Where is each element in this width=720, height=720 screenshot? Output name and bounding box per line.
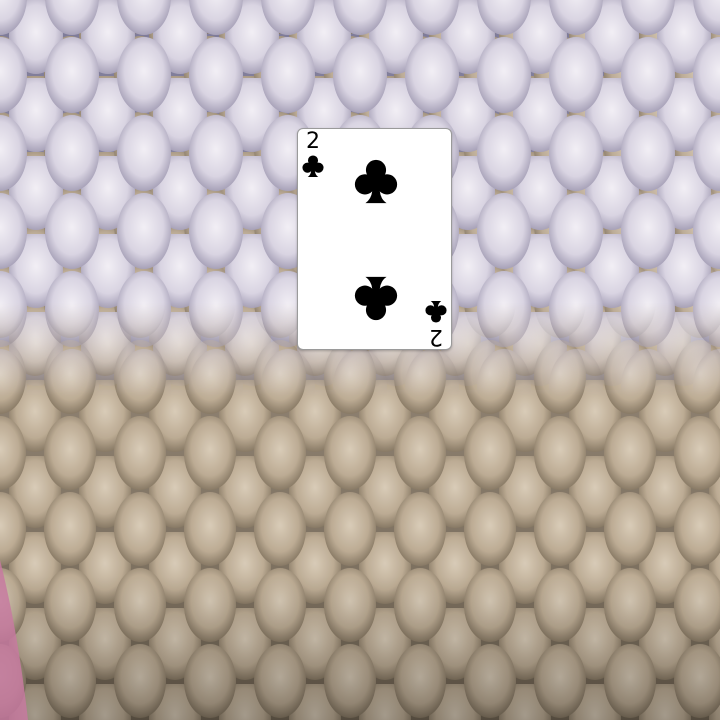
card-rank-bottom: 2 bbox=[429, 324, 443, 349]
card-rank-top: 2 bbox=[306, 129, 320, 154]
club-icon bbox=[301, 154, 325, 178]
club-icon bbox=[352, 275, 400, 323]
card-corner-top-left: 2 bbox=[301, 131, 325, 178]
club-icon bbox=[352, 157, 400, 205]
playing-card-two-of-clubs[interactable]: 2 bbox=[297, 128, 452, 350]
club-icon bbox=[424, 300, 448, 324]
card-corner-bottom-right: 2 bbox=[424, 300, 448, 349]
